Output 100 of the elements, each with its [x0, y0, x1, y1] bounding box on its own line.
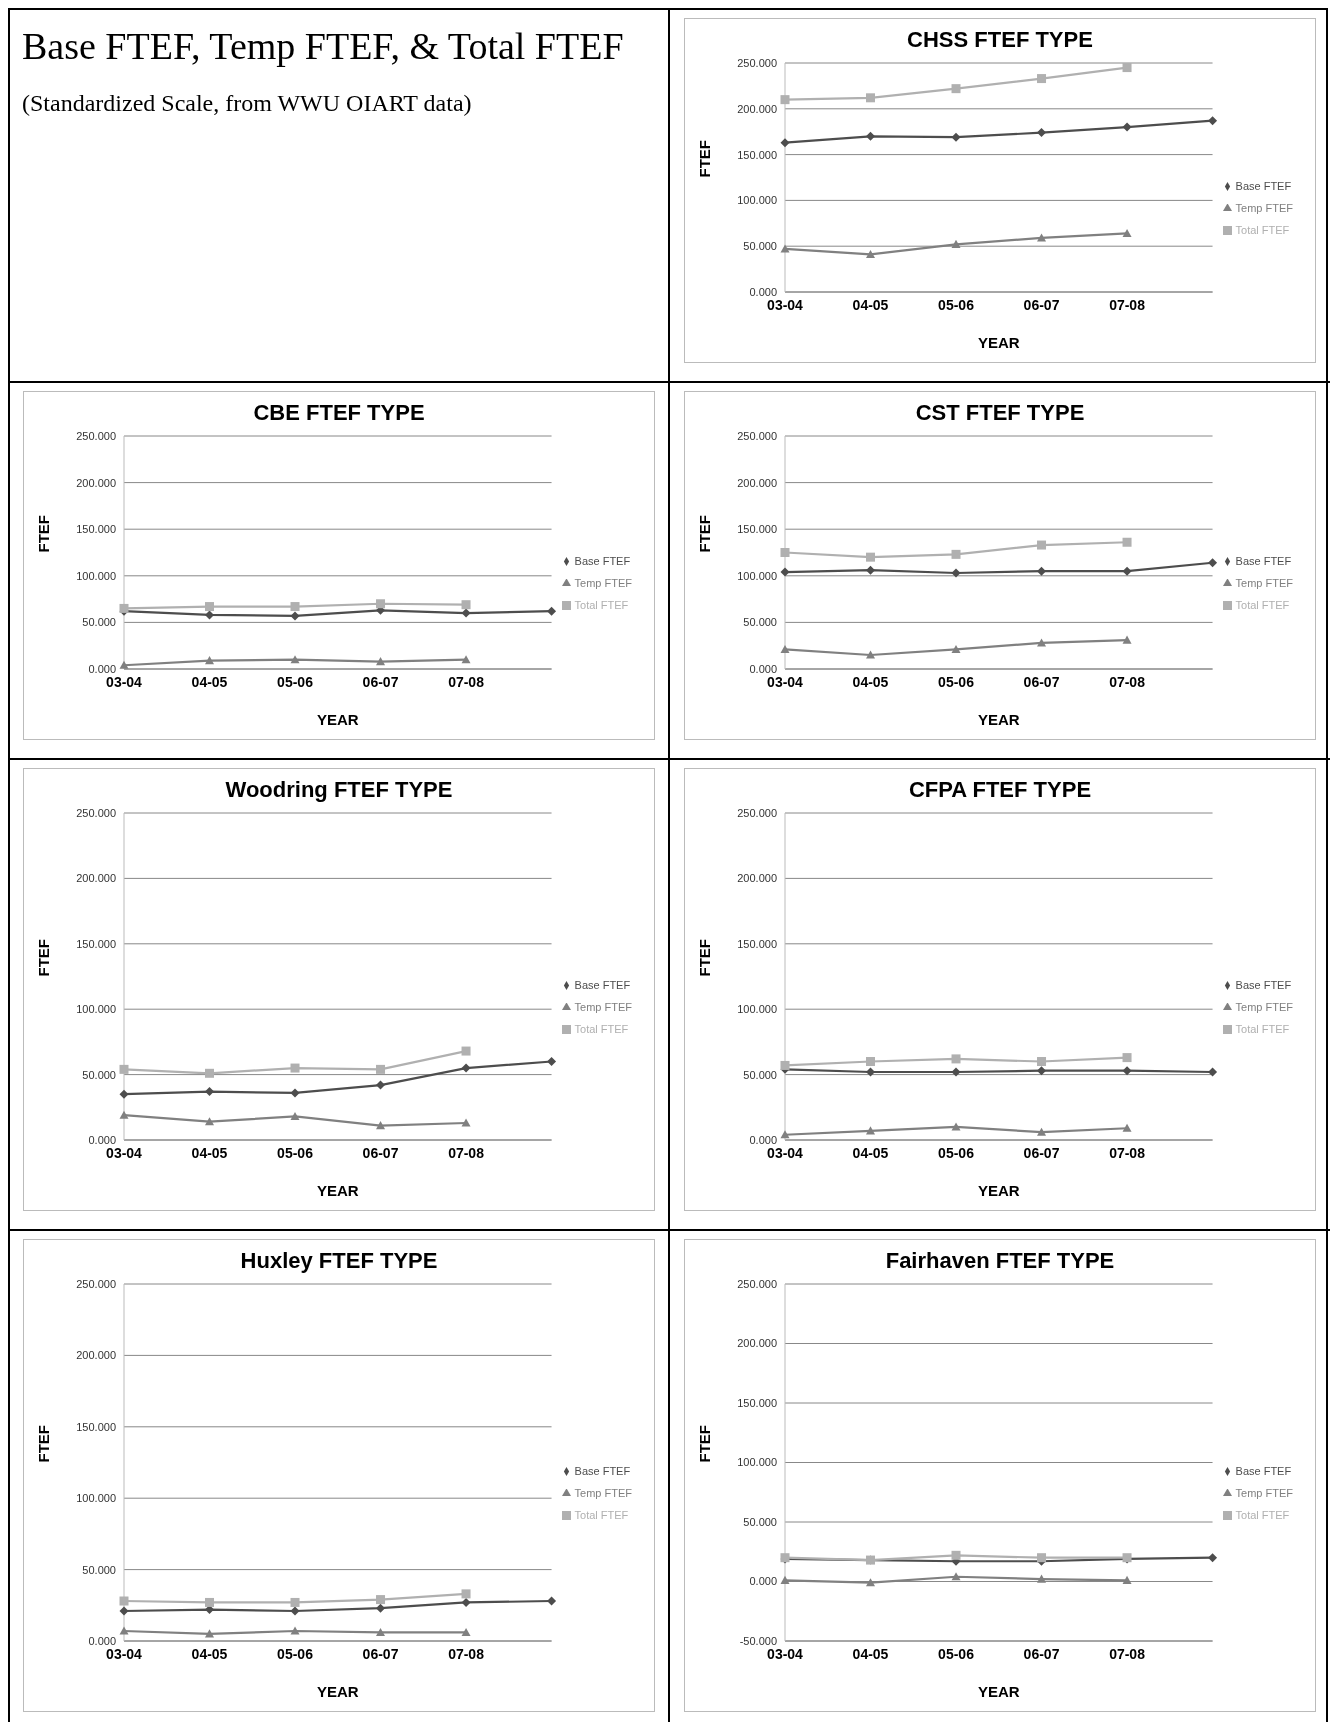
x-tick-label: 03-04 [767, 296, 804, 313]
y-axis-title: FTEF [696, 939, 714, 977]
y-tick-label: 50.000 [743, 240, 777, 253]
chart-title: CFPA FTEF TYPE [907, 776, 1093, 803]
legend-label: Temp FTEF [574, 576, 632, 589]
legend-label: Temp FTEF [1235, 1000, 1293, 1013]
x-axis-title: YEAR [316, 1182, 359, 1199]
legend-label: Total FTEF [1235, 598, 1290, 611]
y-tick-label: 100.000 [76, 1492, 116, 1505]
y-tick-label: 150.000 [737, 148, 777, 161]
x-axis-title: YEAR [977, 1683, 1020, 1700]
x-tick-label: 04-05 [852, 296, 889, 313]
y-tick-label: 150.000 [737, 937, 777, 950]
x-tick-label: 07-08 [448, 673, 485, 690]
legend-label: Total FTEF [574, 598, 629, 611]
legend-label: Temp FTEF [1235, 201, 1293, 214]
x-tick-label: 05-06 [277, 1645, 314, 1662]
x-tick-label: 04-05 [852, 673, 889, 690]
y-tick-label: 200.000 [737, 872, 777, 885]
x-tick-label: 03-04 [106, 1144, 143, 1161]
x-tick-label: 07-08 [448, 1144, 485, 1161]
x-tick-label: 06-07 [362, 1144, 399, 1161]
y-tick-label: -50.000 [739, 1634, 777, 1647]
y-axis-title: FTEF [35, 515, 53, 553]
y-tick-label: 200.000 [76, 872, 116, 885]
x-axis-title: YEAR [977, 334, 1020, 351]
legend-label: Temp FTEF [1235, 1486, 1293, 1499]
legend-label: Base FTEF [1235, 179, 1292, 192]
y-tick-label: 100.000 [737, 1456, 777, 1469]
x-tick-label: 06-07 [1023, 296, 1060, 313]
y-tick-label: 50.000 [743, 1515, 777, 1528]
x-tick-label: 04-05 [852, 1144, 889, 1161]
x-tick-label: 07-08 [1109, 673, 1146, 690]
x-tick-label: 05-06 [938, 673, 975, 690]
y-tick-label: 250.000 [737, 1277, 777, 1290]
legend-label: Base FTEF [574, 1464, 631, 1477]
x-tick-label: 05-06 [938, 1645, 975, 1662]
legend-label: Total FTEF [1235, 1022, 1290, 1035]
legend-label: Base FTEF [574, 554, 631, 567]
x-tick-label: 03-04 [767, 1645, 804, 1662]
x-tick-label: 03-04 [106, 1645, 143, 1662]
chart-title: Huxley FTEF TYPE [239, 1247, 439, 1274]
y-tick-label: 250.000 [76, 1277, 116, 1290]
y-tick-label: 200.000 [76, 476, 116, 489]
chart-title: CST FTEF TYPE [914, 399, 1086, 426]
y-axis-title: FTEF [696, 1425, 714, 1463]
y-tick-label: 200.000 [737, 1337, 777, 1350]
x-tick-label: 05-06 [277, 673, 314, 690]
y-tick-label: 0.000 [88, 662, 116, 675]
y-tick-label: 200.000 [737, 102, 777, 115]
y-tick-label: 0.000 [749, 285, 777, 298]
y-tick-label: 100.000 [737, 1003, 777, 1016]
y-tick-label: 0.000 [749, 662, 777, 675]
y-tick-label: 250.000 [737, 806, 777, 819]
legend-label: Temp FTEF [1235, 576, 1293, 589]
y-tick-label: 0.000 [749, 1133, 777, 1146]
x-tick-label: 03-04 [106, 673, 143, 690]
y-tick-label: 150.000 [737, 1396, 777, 1409]
x-tick-label: 03-04 [767, 1144, 804, 1161]
x-tick-label: 07-08 [448, 1645, 485, 1662]
y-tick-label: 100.000 [737, 569, 777, 582]
y-tick-label: 150.000 [76, 523, 116, 536]
legend-label: Total FTEF [574, 1508, 629, 1521]
y-tick-label: 0.000 [749, 1575, 777, 1588]
chart-title: Fairhaven FTEF TYPE [884, 1247, 1116, 1274]
chart-title: CBE FTEF TYPE [252, 399, 426, 426]
x-tick-label: 05-06 [277, 1144, 314, 1161]
y-tick-label: 250.000 [737, 429, 777, 442]
y-tick-label: 200.000 [76, 1349, 116, 1362]
y-tick-label: 100.000 [76, 569, 116, 582]
x-tick-label: 05-06 [938, 1144, 975, 1161]
legend-label: Temp FTEF [574, 1486, 632, 1499]
y-tick-label: 0.000 [88, 1133, 116, 1146]
x-tick-label: 04-05 [191, 1144, 228, 1161]
legend-label: Total FTEF [1235, 1508, 1290, 1521]
y-tick-label: 250.000 [737, 56, 777, 69]
legend-label: Total FTEF [1235, 223, 1290, 236]
y-tick-label: 50.000 [743, 1068, 777, 1081]
y-tick-label: 100.000 [76, 1003, 116, 1016]
chart-title: CHSS FTEF TYPE [906, 26, 1094, 53]
legend-label: Base FTEF [1235, 978, 1292, 991]
legend-label: Temp FTEF [574, 1000, 632, 1013]
x-axis-title: YEAR [316, 1683, 359, 1700]
y-axis-title: FTEF [696, 515, 714, 553]
x-tick-label: 07-08 [1109, 1144, 1146, 1161]
y-tick-label: 150.000 [76, 1420, 116, 1433]
text: Base FTEF, Temp FTEF, & Total FTEF [22, 25, 624, 67]
x-axis-title: YEAR [977, 711, 1020, 728]
x-tick-label: 07-08 [1109, 1645, 1146, 1662]
y-axis-title: FTEF [696, 140, 714, 178]
y-tick-label: 50.000 [82, 616, 116, 629]
x-tick-label: 06-07 [1023, 1144, 1060, 1161]
chart-title: Woodring FTEF TYPE [224, 776, 454, 803]
x-tick-label: 06-07 [362, 1645, 399, 1662]
y-tick-label: 250.000 [76, 429, 116, 442]
y-tick-label: 200.000 [737, 476, 777, 489]
x-tick-label: 03-04 [767, 673, 804, 690]
legend-label: Base FTEF [1235, 554, 1292, 567]
y-tick-label: 50.000 [82, 1563, 116, 1576]
y-axis-title: FTEF [35, 939, 53, 977]
